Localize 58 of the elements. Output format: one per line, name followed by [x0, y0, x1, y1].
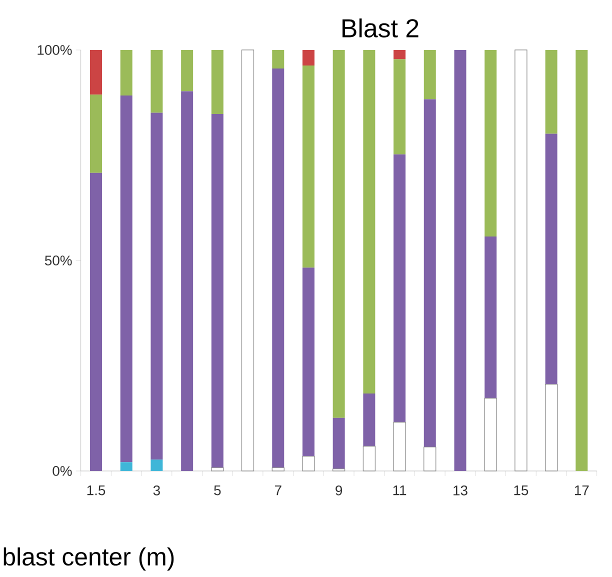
- bar: [181, 50, 194, 92]
- bar: [90, 50, 102, 95]
- bar: [576, 50, 588, 471]
- bar: [211, 467, 224, 472]
- x-tick-label: 3: [153, 485, 160, 496]
- bar: [211, 114, 224, 468]
- x-tick-label: 15: [514, 486, 528, 496]
- bar: [394, 50, 406, 60]
- bar: [302, 66, 314, 268]
- bar: [394, 154, 406, 422]
- bar: [332, 418, 345, 469]
- bar: [332, 50, 345, 418]
- bar: [272, 68, 284, 468]
- bar: [362, 446, 376, 472]
- bar: [302, 456, 315, 472]
- x-tick-label: 1.5: [87, 486, 106, 496]
- bar: [514, 50, 528, 472]
- bar: [332, 468, 346, 472]
- bar: [90, 172, 102, 471]
- bar: [393, 422, 406, 472]
- bar: [545, 50, 558, 134]
- bar: [241, 50, 254, 472]
- bar: [120, 95, 132, 462]
- bar: [484, 236, 497, 398]
- x-tick-label: 9: [336, 485, 342, 496]
- bar: [484, 398, 497, 472]
- bar: [272, 467, 284, 472]
- x-tick-label: 17: [574, 486, 589, 496]
- bar: [302, 50, 314, 66]
- x-tick-label: 5: [214, 486, 221, 496]
- x-tick-label: 13: [454, 485, 468, 496]
- y-tick-label: 0%: [52, 466, 72, 476]
- y-tick-label: 100%: [38, 45, 72, 55]
- bar: [363, 394, 376, 446]
- bar: [363, 50, 376, 394]
- bar: [150, 460, 163, 471]
- bar: [424, 99, 436, 447]
- bar: [120, 50, 132, 96]
- bar: [424, 446, 436, 472]
- bar: [545, 384, 558, 472]
- bar: [424, 50, 436, 100]
- bar: [90, 94, 102, 173]
- bar: [120, 462, 132, 471]
- x-tick-label: 11: [393, 486, 406, 496]
- bar: [181, 91, 194, 471]
- bar: [211, 50, 224, 114]
- bar: [454, 50, 466, 471]
- bar: [150, 50, 163, 113]
- chart-title: Blast 2: [342, 18, 418, 38]
- y-tick-label: 50%: [44, 256, 72, 266]
- bar: [394, 59, 406, 154]
- bar: [484, 50, 497, 236]
- bar: [545, 134, 558, 384]
- bar: [302, 268, 314, 456]
- x-axis-title: blast center (m): [4, 547, 174, 571]
- bar: [272, 50, 284, 69]
- bar: [150, 112, 163, 460]
- x-tick-label: 7: [274, 486, 282, 496]
